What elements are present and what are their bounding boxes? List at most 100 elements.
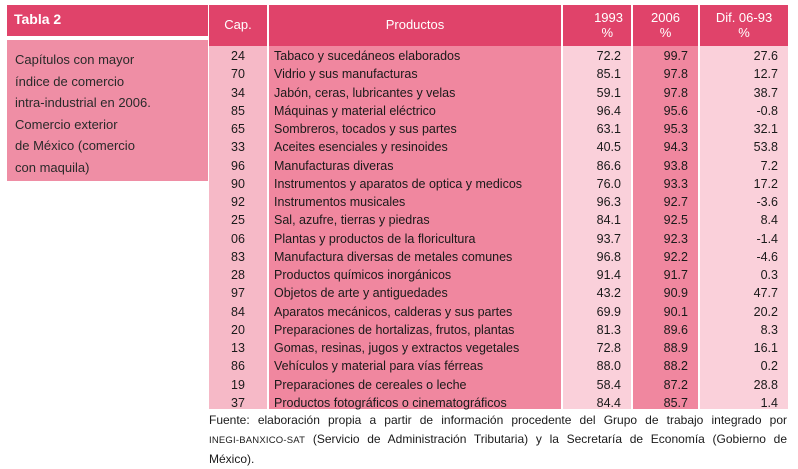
cell-producto: Vehículos y material para vías férreas: [274, 359, 484, 374]
footnote-acronyms: INEGI-BANXICO-SAT: [209, 434, 306, 446]
cell-cap: 06: [231, 231, 245, 246]
cell-dif: 38.7: [753, 85, 778, 100]
cell-1993: 72.2: [596, 49, 621, 63]
header-1993: 1993 %: [563, 5, 631, 46]
cell-2006: 90.9: [663, 286, 688, 301]
footnote-line: México).: [209, 452, 255, 466]
cell-2006: 92.5: [663, 213, 688, 228]
cell-cap: 19: [231, 377, 245, 392]
cell-1993: 72.8: [596, 341, 621, 355]
cell-producto: Sal, azufre, tierras y piedras: [274, 213, 430, 228]
table-tag: Tabla 2: [7, 5, 208, 36]
cell-2006: 97.8: [663, 67, 688, 82]
caption-line: Capítulos con mayor: [15, 52, 135, 67]
cell-cap: 65: [231, 122, 245, 136]
cell-1993: 76.0: [596, 176, 621, 191]
cell-1993: 63.1: [596, 122, 621, 136]
cell-1993: 59.1: [596, 85, 621, 100]
cell-dif: 17.2: [753, 176, 778, 191]
cell-2006: 95.6: [663, 103, 688, 118]
cell-cap: 13: [231, 341, 245, 355]
cell-dif: 20.2: [753, 304, 778, 319]
cell-dif: 0.3: [760, 268, 778, 282]
cell-2006: 97.8: [663, 85, 688, 100]
cell-cap: 90: [231, 176, 245, 191]
cell-dif: 8.3: [760, 322, 778, 337]
caption-line: índice de comercio: [15, 73, 125, 89]
cell-dif: 28.8: [753, 377, 778, 392]
header-2006: 2006 %: [633, 5, 698, 46]
cell-dif: 0.2: [760, 359, 778, 374]
cell-1993: 69.9: [596, 304, 621, 319]
col-2006-bg: [633, 46, 698, 409]
cell-dif: 12.7: [753, 67, 778, 82]
cell-producto: Instrumentos y aparatos de optica y medi…: [274, 176, 523, 191]
cell-2006: 94.3: [663, 140, 688, 155]
cell-1993: 96.4: [596, 103, 621, 118]
cell-1993: 43.2: [596, 286, 621, 301]
cell-producto: Preparaciones de hortalizas, frutos, pla…: [274, 322, 515, 337]
footnote: Fuente: elaboración propia a partir de i…: [209, 411, 787, 469]
caption-line: con maquila): [15, 159, 90, 175]
cell-2006: 93.8: [663, 158, 688, 173]
caption-line: intra-industrial en 2006.: [15, 95, 151, 110]
cell-2006: 88.9: [663, 341, 688, 355]
cell-2006: 88.2: [663, 359, 688, 374]
cell-producto: Manufactura diversas de metales comunes: [274, 249, 513, 264]
cell-cap: 85: [231, 103, 245, 118]
cell-producto: Tabaco y sucedáneos elaborados: [274, 49, 461, 63]
cell-dif: 1.4: [760, 395, 778, 410]
cell-producto: Aparatos mecánicos, calderas y sus parte…: [274, 304, 513, 319]
cell-producto: Máquinas y material eléctrico: [274, 103, 436, 118]
cell-dif: 8.4: [760, 213, 778, 228]
cell-dif: 47.7: [753, 286, 778, 301]
cell-cap: 34: [231, 85, 245, 100]
col-cap-bg: [209, 46, 267, 409]
cell-1993: 84.4: [596, 395, 621, 410]
cell-1993: 88.0: [596, 359, 621, 374]
cell-dif: -4.6: [756, 249, 778, 264]
cell-1993: 58.4: [596, 377, 621, 392]
footnote-text: (Servicio de Administración Tributaria) …: [305, 431, 787, 446]
cell-cap: 83: [231, 249, 245, 264]
cell-producto: Productos fotográficos o cinematográfico…: [274, 395, 507, 410]
header-productos: Productos: [269, 5, 561, 46]
cell-2006: 90.1: [663, 304, 688, 319]
cell-producto: Instrumentos musicales: [274, 195, 406, 209]
cell-2006: 93.3: [663, 176, 688, 191]
footnote-line: Fuente: elaboración propia a partir de i…: [209, 413, 787, 427]
cell-2006: 92.2: [663, 249, 688, 264]
cell-producto: Aceites esenciales y resinoides: [274, 140, 448, 155]
col-dif-bg: [700, 46, 788, 409]
cell-1993: 40.5: [596, 140, 621, 155]
cell-2006: 92.7: [663, 195, 688, 209]
cell-cap: 33: [231, 140, 245, 155]
cell-2006: 95.3: [663, 122, 688, 136]
cell-1993: 96.8: [596, 249, 621, 264]
header-dif: Dif. 06-93 %: [700, 5, 788, 46]
cell-dif: 53.8: [753, 140, 778, 155]
cell-cap: 84: [231, 304, 245, 319]
cell-producto: Sombreros, tocados y sus partes: [274, 122, 457, 136]
cell-dif: -3.6: [756, 195, 778, 209]
cell-1993: 85.1: [596, 67, 621, 82]
cell-1993: 86.6: [596, 158, 621, 173]
cell-dif: 32.1: [753, 122, 778, 136]
caption-line: de México (comercio: [15, 138, 135, 153]
cell-cap: 96: [231, 158, 245, 173]
cell-1993: 91.4: [596, 268, 621, 282]
caption-line: Comercio exterior: [15, 116, 118, 132]
cell-1993: 84.1: [596, 213, 621, 228]
cell-producto: Vidrio y sus manufacturas: [274, 67, 418, 82]
cell-2006: 85.7: [663, 395, 688, 410]
cell-dif: 7.2: [760, 158, 778, 173]
cell-cap: 37: [231, 395, 245, 410]
cell-1993: 96.3: [596, 195, 621, 209]
cell-cap: 20: [231, 322, 245, 337]
cell-producto: Gomas, resinas, jugos y extractos vegeta…: [274, 341, 520, 355]
cell-cap: 70: [231, 67, 245, 82]
col-1993-bg: [563, 46, 631, 409]
cell-2006: 91.7: [663, 268, 688, 282]
col-productos-bg: [269, 46, 561, 409]
cell-cap: 86: [231, 359, 245, 374]
